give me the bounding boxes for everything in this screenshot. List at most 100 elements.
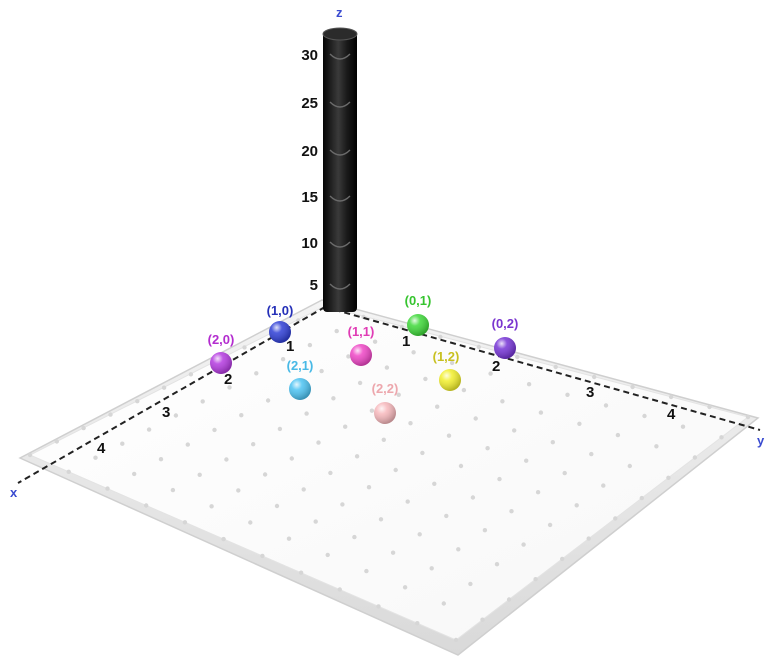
peg <box>265 398 271 403</box>
peg <box>461 387 467 393</box>
peg <box>476 344 481 350</box>
peg <box>547 522 553 528</box>
peg <box>707 404 712 410</box>
peg <box>328 470 333 476</box>
z-tick-label: 30 <box>301 47 318 64</box>
peg <box>357 380 363 386</box>
peg <box>262 472 268 477</box>
peg <box>54 439 59 444</box>
peg <box>615 432 621 438</box>
peg <box>480 617 485 622</box>
peg <box>402 585 408 590</box>
peg <box>468 581 473 587</box>
z-axis-pole: 5 10 15 20 25 30 <box>301 27 358 312</box>
point-label: (2,1) <box>287 358 314 373</box>
peg <box>642 413 647 419</box>
peg <box>470 495 476 500</box>
peg <box>666 475 671 480</box>
peg <box>313 519 318 524</box>
y-tick-label: 4 <box>667 406 676 423</box>
z-tick-label: 15 <box>301 189 318 206</box>
peg <box>239 413 244 418</box>
peg <box>251 442 256 447</box>
peg <box>396 392 401 397</box>
peg <box>135 399 140 404</box>
peg <box>354 454 360 459</box>
peg <box>592 374 597 380</box>
peg <box>601 483 606 488</box>
peg <box>343 424 348 429</box>
peg <box>227 385 232 390</box>
pole-ring <box>329 101 351 108</box>
peg <box>497 476 502 482</box>
peg <box>408 421 413 426</box>
peg <box>411 350 416 355</box>
peg <box>248 520 253 525</box>
peg <box>381 437 386 442</box>
peg <box>560 556 565 562</box>
x-axis-line <box>17 306 326 484</box>
point-label: (0,2) <box>492 316 519 331</box>
peg <box>586 536 591 541</box>
peg <box>209 504 214 509</box>
peg <box>331 396 336 401</box>
peg <box>719 435 724 440</box>
peg <box>93 455 98 460</box>
peg <box>316 440 321 445</box>
peg <box>304 411 309 416</box>
peg <box>680 424 686 429</box>
peg <box>435 404 440 409</box>
peg <box>565 392 570 397</box>
y-tick-label: 2 <box>492 358 500 375</box>
peg <box>538 410 544 415</box>
peg <box>289 456 294 461</box>
peg <box>277 426 283 432</box>
peg <box>550 440 555 445</box>
x-tick-label: 1 <box>286 338 294 355</box>
pole-ring <box>329 195 351 202</box>
point-shine <box>269 321 291 343</box>
peg <box>441 601 446 606</box>
peg <box>533 577 538 582</box>
lattice-points: (1,0) (2,0) (0,1) (1,1) (2,1) (0,2) (1,2… <box>208 293 519 424</box>
peg <box>415 621 420 626</box>
point-shine <box>494 337 516 359</box>
pole-rings <box>329 53 351 290</box>
point-label: (1,0) <box>267 303 294 318</box>
peg <box>185 442 190 447</box>
pole-ring <box>329 283 351 290</box>
peg <box>526 382 532 387</box>
point-shine <box>350 344 372 366</box>
board-top <box>28 305 750 641</box>
peg <box>630 384 635 390</box>
y-axis-name: y <box>757 433 765 448</box>
peg <box>390 550 396 555</box>
peg <box>627 463 632 469</box>
y-tick-label: 3 <box>586 384 594 401</box>
peg <box>182 520 188 525</box>
peg <box>524 458 529 463</box>
peg <box>132 471 137 477</box>
peg <box>81 425 86 431</box>
peg <box>352 534 357 540</box>
peg <box>535 490 541 495</box>
peg <box>378 517 384 522</box>
peg <box>307 342 313 348</box>
peg <box>260 553 265 559</box>
lattice-board <box>18 299 760 656</box>
pole-top <box>322 27 358 41</box>
point-shine <box>289 378 311 400</box>
peg <box>485 446 490 451</box>
peg <box>158 457 164 462</box>
peg <box>188 372 194 377</box>
peg <box>639 495 644 501</box>
peg <box>224 457 229 462</box>
peg <box>438 334 443 340</box>
peg <box>500 399 505 404</box>
peg <box>574 503 579 508</box>
z-tick-label: 25 <box>301 95 318 112</box>
peg <box>212 427 217 433</box>
peg-grid <box>27 304 751 643</box>
peg <box>280 357 286 362</box>
